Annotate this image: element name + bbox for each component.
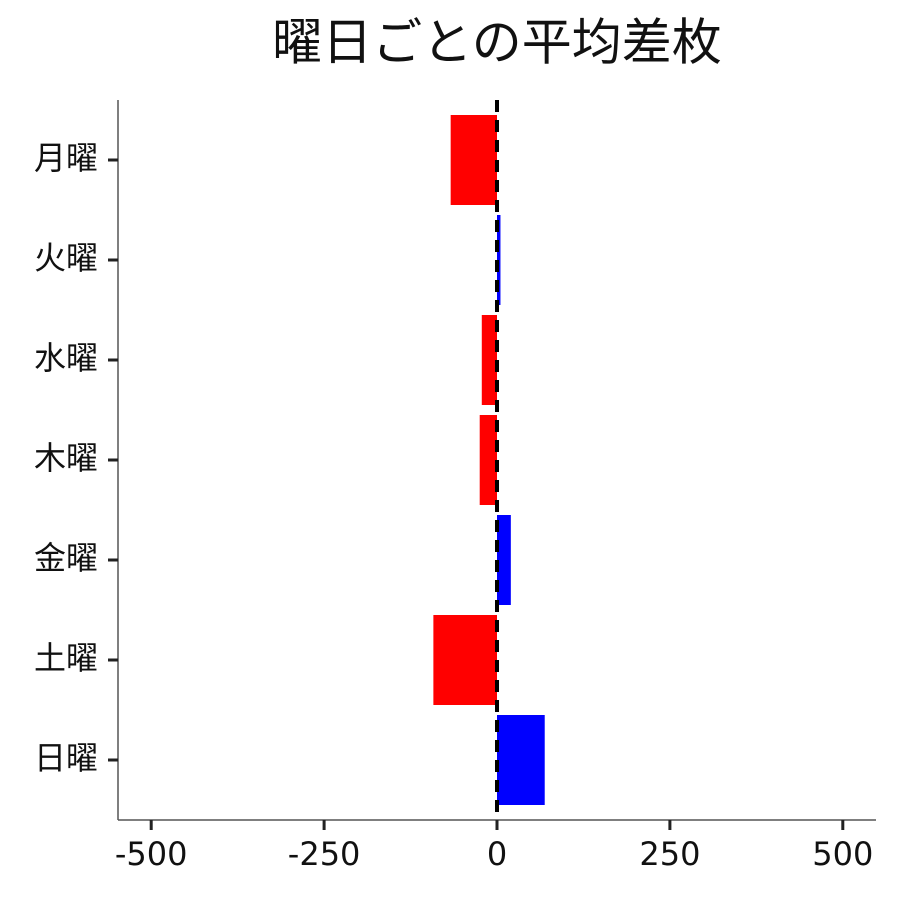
y-tick-label: 日曜 <box>34 739 98 777</box>
bar <box>497 715 545 805</box>
bar <box>479 415 497 505</box>
bar <box>497 515 511 605</box>
y-tick-label: 木曜 <box>34 439 98 477</box>
y-tick-label: 土曜 <box>34 639 98 677</box>
bar <box>433 615 497 705</box>
y-tick-label: 火曜 <box>34 239 98 277</box>
bar <box>450 115 497 205</box>
x-tick-label: 0 <box>487 835 507 873</box>
y-tick-label: 月曜 <box>34 139 98 177</box>
x-tick-label: 500 <box>812 835 873 873</box>
y-tick-label: 金曜 <box>34 539 98 577</box>
y-tick-label: 水曜 <box>34 339 98 377</box>
bar <box>481 315 497 405</box>
x-tick-label: -250 <box>288 835 361 873</box>
chart-title: 曜日ごとの平均差枚 <box>272 14 722 72</box>
x-tick-label: -500 <box>115 835 188 873</box>
x-tick-label: 250 <box>639 835 700 873</box>
